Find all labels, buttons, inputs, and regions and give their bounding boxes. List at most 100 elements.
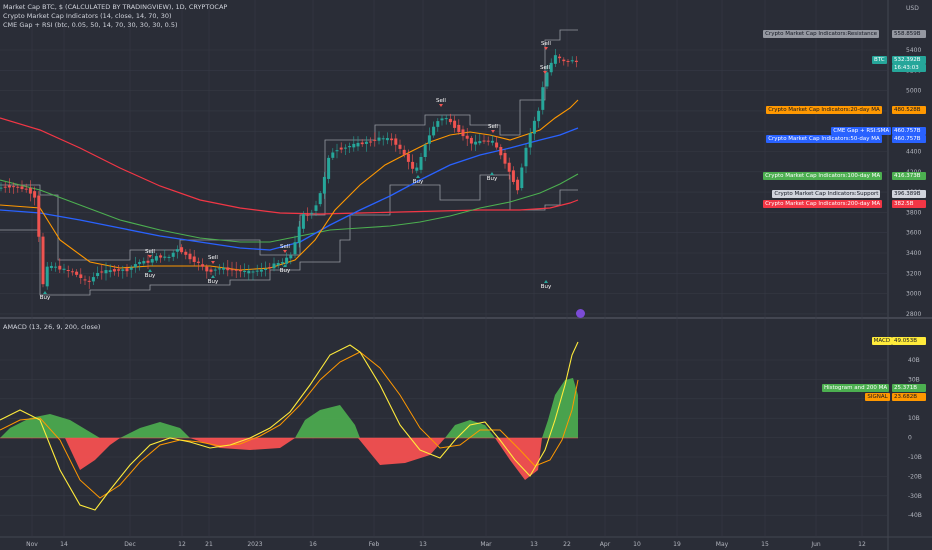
candle-body (436, 121, 440, 127)
candle-body (562, 59, 566, 62)
histogram-positive (120, 422, 190, 438)
price-axis-tick: 3600 (906, 230, 921, 237)
candle-body (264, 268, 268, 270)
candle-body (41, 236, 45, 285)
time-axis-tick: 12 (858, 541, 866, 548)
symbol-legend[interactable]: Market Cap BTC, $ (CALCULATED BY TRADING… (3, 3, 228, 11)
price-axis-tick: 3800 (906, 209, 921, 216)
candle-body (570, 60, 574, 62)
buy-arrow-icon (148, 269, 152, 272)
candle-body (213, 269, 217, 271)
candle-body (516, 179, 520, 191)
buy-signal-label: Buy (145, 273, 156, 279)
buy-arrow-icon (490, 172, 494, 175)
histogram-positive (295, 405, 360, 438)
time-axis-tick: 15 (761, 541, 769, 548)
candle-body (255, 270, 259, 272)
candle-body (482, 140, 486, 142)
price-countdown: 16:43:03 (892, 64, 926, 72)
candle-body (83, 279, 87, 281)
sell-signal-label: Sell (436, 98, 446, 104)
candle-body (209, 269, 213, 272)
candle-body (70, 271, 74, 273)
candle-body (310, 212, 314, 214)
candle-body (469, 137, 473, 144)
buy-signal-label: Buy (208, 279, 219, 285)
candle-body (79, 274, 83, 279)
candle-body (133, 264, 137, 268)
time-axis-tick: 19 (673, 541, 681, 548)
candle-body (251, 271, 255, 273)
candle-body (117, 269, 121, 271)
ma50-line (0, 127, 579, 251)
sell-signal-label: Sell (280, 244, 290, 250)
candle-body (453, 120, 457, 128)
candle-body (91, 277, 95, 282)
candle-body (314, 205, 318, 211)
macd-axis-tick: 10B (908, 415, 920, 422)
candle-body (348, 146, 352, 148)
candle-body (175, 249, 179, 252)
indicator-legend-2[interactable]: CME Gap + RSI (btc, 0.05, 50, 14, 70, 30… (3, 21, 178, 29)
sell-signal-label: Sell (208, 255, 218, 261)
candle-body (37, 195, 41, 237)
candle-body (87, 280, 91, 282)
macd-tag-value: 23.682B (892, 393, 926, 401)
candle-body (297, 226, 301, 243)
time-axis-tick: 16 (309, 541, 317, 548)
candle-body (373, 139, 377, 141)
candle-body (377, 137, 381, 141)
candle-body (196, 261, 200, 263)
macd-axis-tick: 0 (908, 435, 912, 442)
candle-body (427, 135, 431, 144)
price-tag-label: BTC (872, 56, 887, 64)
buy-arrow-icon (43, 291, 47, 294)
ma20-line (0, 99, 579, 271)
candle-body (205, 266, 209, 272)
candle-body (411, 161, 415, 169)
buy-signal-label: Buy (541, 284, 552, 290)
candle-body (230, 269, 234, 271)
indicator-legend-3[interactable]: AMACD (13, 26, 9, 200, close) (3, 323, 101, 331)
settings-icon[interactable] (576, 309, 585, 318)
candle-body (558, 56, 562, 59)
candle-body (419, 156, 423, 170)
sell-arrow-icon (544, 47, 548, 50)
candle-body (150, 259, 154, 263)
candle-body (24, 188, 28, 190)
price-axis-tick: 5400 (906, 47, 921, 54)
price-axis-tick: 5000 (906, 88, 921, 95)
sell-signal-label: Sell (145, 249, 155, 255)
macd-axis-tick: -20B (908, 473, 922, 480)
candle-body (293, 242, 297, 255)
price-tag-label: Crypto Market Cap Indicators:Resistance (763, 30, 879, 38)
buy-arrow-icon (416, 175, 420, 178)
candle-body (528, 133, 532, 148)
macd-axis-tick: 30B (908, 376, 920, 383)
sell-arrow-icon (543, 71, 547, 74)
candle-body (440, 118, 444, 121)
time-axis-tick: Nov (26, 541, 38, 548)
time-axis-tick: Mar (480, 541, 492, 548)
candle-body (339, 147, 343, 150)
histogram-positive (0, 414, 100, 438)
candle-body (121, 269, 125, 271)
candle-body (402, 149, 406, 155)
candle-body (520, 167, 524, 189)
histogram-negative (495, 438, 542, 480)
candle-body (406, 153, 410, 162)
macd-tag-value: 25.371B (892, 384, 926, 392)
candle-body (75, 271, 79, 275)
buy-signal-label: Buy (487, 176, 498, 182)
candle-body (167, 256, 171, 258)
indicator-legend-1[interactable]: Crypto Market Cap Indicators (14, close,… (3, 12, 172, 20)
histogram-negative (358, 438, 445, 465)
candle-body (163, 256, 167, 258)
candle-body (549, 62, 553, 73)
histogram-negative (190, 438, 295, 450)
price-tag-value: 460.757B (892, 127, 926, 135)
candle-body (335, 150, 339, 152)
candle-body (234, 269, 238, 271)
candle-body (360, 142, 364, 145)
